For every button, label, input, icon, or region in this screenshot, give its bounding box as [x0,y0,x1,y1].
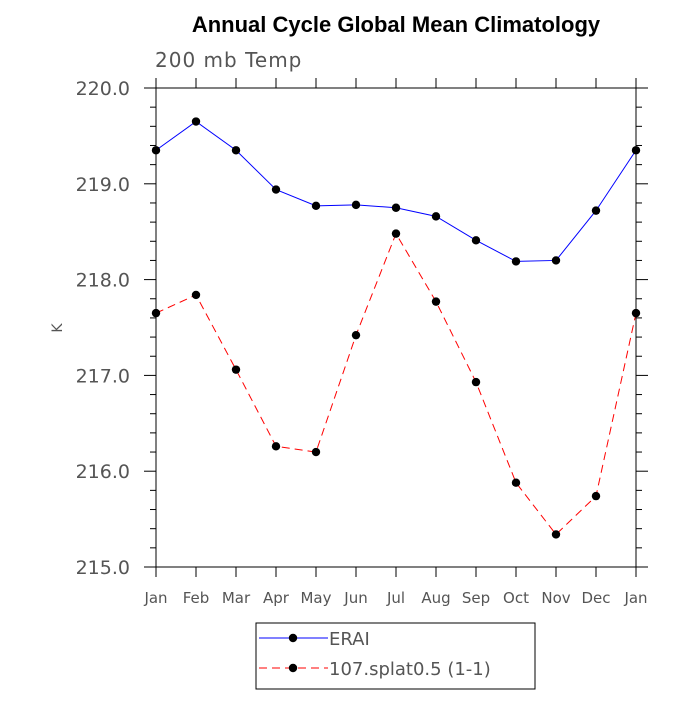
data-point [511,257,521,266]
series-0 [151,117,641,266]
x-tick-label: Aug [421,589,450,607]
x-tick-label: Jul [386,589,405,607]
data-point [551,530,561,539]
legend-label: ERAI [329,629,370,650]
legend-swatch-marker [288,633,298,643]
data-point [431,212,441,221]
series-layer [151,117,641,539]
y-tick-label: 218.0 [76,270,130,292]
legend-label: 107.splat0.5 (1-1) [329,659,491,680]
x-tick-label: Sep [462,589,490,607]
x-tick-label: Oct [503,589,529,607]
data-point [231,365,241,374]
data-point [311,201,321,211]
data-point [471,236,481,245]
data-point [591,206,601,215]
x-tick-label: Jan [143,589,167,607]
data-point [151,308,161,318]
data-point [551,256,561,265]
series-1 [151,229,641,539]
data-point [391,229,401,238]
y-axis-label: K [50,323,66,333]
data-point [151,146,161,155]
data-point [191,290,201,300]
x-tick-label: Mar [222,589,251,607]
legend-swatch-marker [288,663,298,673]
y-tick-label: 219.0 [76,174,130,196]
data-point [351,330,361,340]
y-tick-label: 215.0 [76,557,130,579]
x-tick-label: Dec [581,589,610,607]
x-tick-label: Jun [343,589,367,607]
axes: 215.0 216.0 217.0 218.0 219.0 220.0 Jan Feb Mar A… [76,78,648,607]
data-point [631,146,641,155]
data-point [591,491,601,501]
data-point [271,442,281,451]
chart-title: Annual Cycle Global Mean Climatology [192,12,601,37]
x-tick-label: Apr [263,589,290,607]
y-tick-label: 216.0 [76,461,130,483]
x-tick-label: May [300,589,331,607]
data-point [511,478,521,487]
data-point [351,200,361,210]
x-tick-label: Feb [183,589,210,607]
y-tick-label: 220.0 [76,78,130,100]
data-point [391,203,401,212]
series-line [155,232,637,536]
data-point [431,297,441,306]
data-point [271,185,281,194]
data-point [631,308,641,318]
y-tick-label: 217.0 [76,365,130,387]
series-line [155,120,637,262]
data-point [471,377,481,387]
plot-frame [155,87,637,568]
data-point [311,447,321,457]
chart-subtitle: 200 mb Temp [155,48,302,72]
x-tick-label: Jan [623,589,647,607]
legend: ERAI 107.splat0.5 (1-1) [255,622,536,690]
legend-box [255,622,536,690]
data-point [191,117,201,126]
x-tick-label: Nov [541,589,570,607]
data-point [231,146,241,155]
